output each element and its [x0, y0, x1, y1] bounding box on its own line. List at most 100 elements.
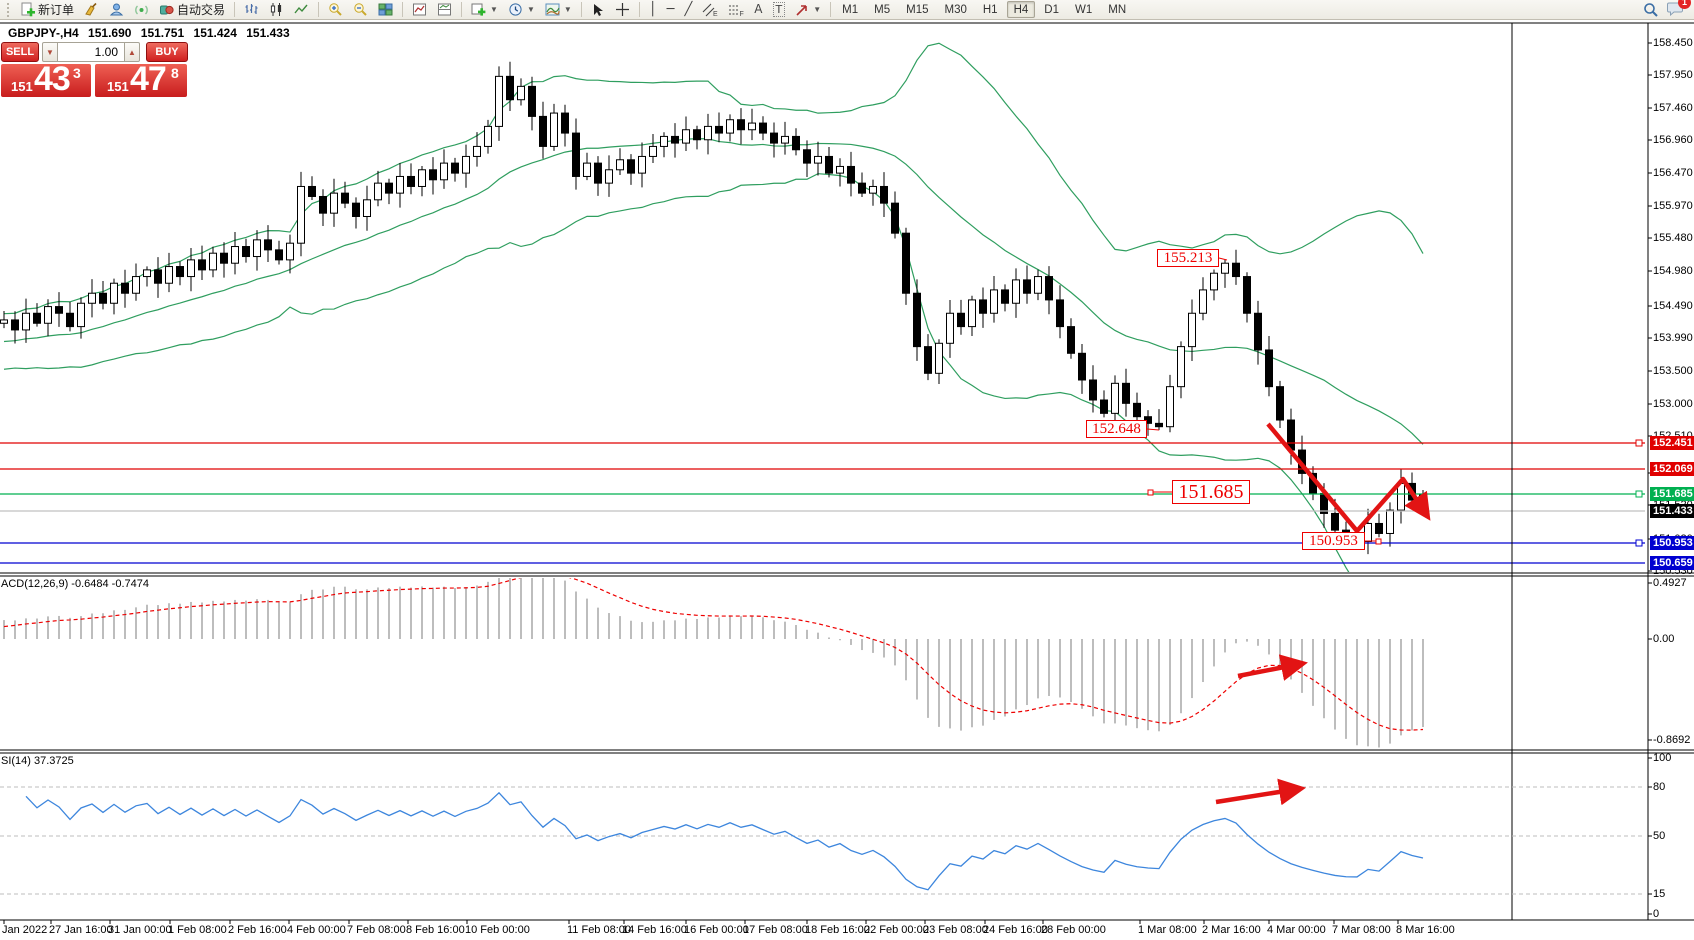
time-axis-label: 24 Feb 16:00: [983, 924, 1048, 936]
trendline-tool-button[interactable]: ╱: [679, 1, 697, 19]
annotation-handle[interactable]: [1375, 538, 1382, 545]
bull-candle: [297, 185, 305, 244]
time-axis-label: 2 Mar 16:00: [1202, 924, 1261, 936]
fibonacci-tool-button[interactable]: F: [723, 1, 749, 19]
macd-histogram-bar: [1125, 639, 1127, 726]
search-icon[interactable]: [1643, 2, 1659, 18]
channel-tool-button[interactable]: E: [697, 1, 723, 19]
one-click-trade-panel: SELL ▼ 1.00 ▲ BUY 151 43 3 151 47 8: [1, 42, 188, 98]
text-tool-button[interactable]: A: [749, 1, 767, 19]
publisher-button[interactable]: [104, 1, 129, 19]
sell-button[interactable]: SELL: [1, 42, 39, 62]
candlestick-chart-button[interactable]: [264, 1, 289, 19]
timeframe-button-w1[interactable]: W1: [1074, 3, 1093, 16]
macd-histogram-bar: [817, 632, 819, 639]
main-toolbar: 新订单 自动交易: [0, 0, 1694, 20]
timeframe-button-m1[interactable]: M1: [842, 3, 859, 16]
autotrading-button[interactable]: 自动交易: [154, 1, 230, 19]
timeframe-button-d1[interactable]: D1: [1044, 3, 1059, 16]
annotation-handle[interactable]: [1147, 489, 1154, 496]
templates-button[interactable]: ▼: [540, 1, 577, 19]
periods-button[interactable]: ▼: [503, 1, 540, 19]
macd-histogram-bar: [322, 589, 324, 639]
volume-decrease-button[interactable]: ▼: [42, 42, 58, 62]
macd-histogram-bar: [938, 639, 940, 727]
vertical-line-tool-button[interactable]: │: [644, 1, 662, 19]
label-tool-button[interactable]: T: [768, 1, 791, 19]
bollinger-upper-band: [3, 42, 1424, 315]
macd-histogram-bar: [696, 618, 698, 639]
crosshair-tool-button[interactable]: [610, 1, 635, 19]
notifications-button[interactable]: 1: [1667, 0, 1691, 19]
bear-candle: [55, 306, 63, 314]
new-order-button[interactable]: 新订单: [15, 1, 79, 19]
macd-trend-arrow[interactable]: [1237, 654, 1308, 681]
arrange-charts-button[interactable]: [407, 1, 432, 19]
time-axis-label: 4 Mar 00:00: [1267, 924, 1326, 936]
rsi-axis-label: 100: [1653, 752, 1672, 764]
time-axis-label: 18 Feb 16:00: [805, 924, 870, 936]
bull-candle: [396, 175, 404, 194]
price-annotation-150.953[interactable]: 150.953: [1302, 532, 1365, 550]
bear-candle: [803, 149, 811, 164]
price-annotation-155.213[interactable]: 155.213: [1157, 249, 1219, 267]
macd-histogram-bar: [47, 616, 49, 639]
zoom-out-button[interactable]: [348, 1, 373, 19]
horizontal-line-tool-button[interactable]: ─: [662, 1, 680, 19]
timeframe-button-m5[interactable]: M5: [874, 3, 891, 16]
new-order-label: 新订单: [38, 3, 75, 17]
bear-candle: [11, 319, 19, 331]
line-chart-button[interactable]: [289, 1, 314, 19]
macd-histogram-bar: [1026, 639, 1028, 706]
timeframe-button-h1[interactable]: H1: [982, 3, 998, 16]
sell-price-tile[interactable]: 151 43 3: [1, 60, 91, 98]
macd-histogram-bar: [256, 599, 258, 639]
price-trend-arrow[interactable]: [1266, 422, 1431, 534]
bull-candle: [286, 242, 294, 261]
arrange-windows-button[interactable]: [432, 1, 457, 19]
volume-input[interactable]: 1.00: [58, 42, 124, 62]
timeframe-button-mn[interactable]: MN: [1108, 3, 1127, 16]
bull-candle: [781, 135, 789, 144]
bull-candle: [1199, 289, 1207, 314]
price-tick-label: 158.450: [1653, 37, 1693, 49]
tile-windows-button[interactable]: [373, 1, 398, 19]
timeframe-button-h4[interactable]: H4: [1006, 1, 1036, 18]
timeframe-button-m30[interactable]: M30: [944, 3, 967, 16]
macd-signal-line: [3, 578, 1424, 731]
signal-icon: [135, 5, 148, 15]
new-order-icon: [21, 2, 35, 17]
bull-candle: [517, 85, 525, 101]
line-drag-handle[interactable]: [1635, 439, 1643, 447]
bar-chart-icon: [245, 4, 258, 14]
macd-histogram-bar: [25, 618, 27, 639]
quote-high: 151.751: [140, 26, 185, 40]
bull-candle: [704, 125, 712, 141]
bull-candle: [649, 145, 657, 157]
macd-axis-label: 0.00: [1653, 633, 1675, 645]
buy-price-tile[interactable]: 151 47 8: [95, 60, 187, 98]
timeframe-button-m15[interactable]: M15: [906, 3, 929, 16]
shapes-tool-button[interactable]: ▼: [790, 1, 826, 19]
bull-candle: [418, 169, 426, 187]
bear-candle: [198, 259, 206, 271]
macd-histogram-bar: [1279, 639, 1281, 667]
cursor-tool-button[interactable]: [586, 1, 610, 19]
clock-icon: [509, 3, 522, 16]
zoom-in-button[interactable]: [323, 1, 348, 19]
rsi-trend-arrow[interactable]: [1215, 778, 1307, 806]
volume-increase-button[interactable]: ▲: [124, 42, 140, 62]
add-indicator-button[interactable]: ▼: [466, 1, 503, 19]
line-drag-handle[interactable]: [1635, 490, 1643, 498]
zoom-out-icon: [354, 3, 367, 16]
line-drag-handle[interactable]: [1635, 539, 1643, 547]
bar-chart-button[interactable]: [239, 1, 264, 19]
bull-candle: [990, 289, 998, 314]
price-annotation-152.648[interactable]: 152.648: [1086, 420, 1147, 438]
cleanup-button[interactable]: [79, 1, 104, 19]
price-annotation-151.685[interactable]: 151.685: [1172, 480, 1250, 504]
buy-button[interactable]: BUY: [146, 42, 188, 62]
bear-candle: [220, 252, 228, 264]
signals-button[interactable]: [129, 1, 154, 19]
